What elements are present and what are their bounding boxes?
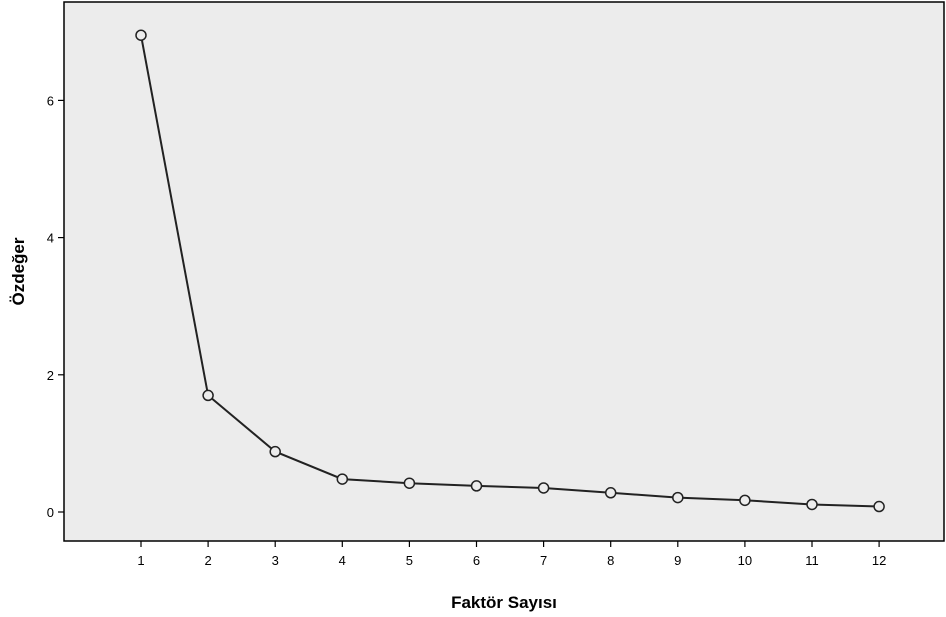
eigenvalue-markers [135,29,885,513]
x-tick-label: 3 [272,553,279,568]
y-tick-label: 0 [47,505,54,520]
data-point-marker [202,389,214,402]
x-tick-label: 12 [872,553,886,568]
data-point-marker [672,491,684,504]
x-tick-label: 8 [607,553,614,568]
y-tick-label: 4 [47,231,54,246]
x-tick-label: 4 [339,553,346,568]
plot-area [63,1,945,542]
data-point-marker [537,482,550,494]
x-axis-title: Faktör Sayısı [451,593,557,612]
data-point-marker [336,473,349,485]
data-point-marker [403,477,416,489]
data-point-marker [604,487,617,499]
data-point-marker [739,494,751,507]
x-tick-label: 9 [674,553,681,568]
y-axis-ticks: 0 2 4 6 [47,93,64,520]
x-tick-label: 10 [738,553,752,568]
data-point-marker [269,445,281,458]
y-tick-label: 6 [47,93,54,108]
x-tick-label: 1 [137,553,144,568]
data-point-marker [873,500,885,513]
eigenvalue-line [140,35,880,508]
x-tick-label: 7 [540,553,547,568]
data-point-marker [806,498,818,511]
data-point-marker [135,29,147,41]
data-point-marker [470,480,483,492]
y-axis-title: Özdeğer [9,237,28,305]
x-tick-label: 2 [204,553,211,568]
x-tick-label: 11 [805,553,819,568]
x-tick-label: 5 [406,553,413,568]
y-tick-label: 2 [47,368,54,383]
x-tick-label: 6 [473,553,480,568]
x-axis-ticks: 1 2 3 4 5 6 7 8 9 10 11 12 [137,541,886,568]
